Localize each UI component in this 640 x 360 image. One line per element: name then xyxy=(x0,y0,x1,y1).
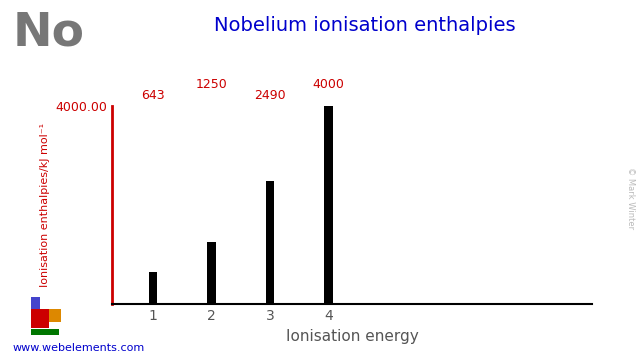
Y-axis label: Ionisation enthalpies/kJ mol⁻¹: Ionisation enthalpies/kJ mol⁻¹ xyxy=(40,123,50,287)
Text: © Mark Winter: © Mark Winter xyxy=(626,167,635,229)
Bar xyxy=(266,181,275,304)
Text: Nobelium ionisation enthalpies: Nobelium ionisation enthalpies xyxy=(214,16,516,35)
Text: www.webelements.com: www.webelements.com xyxy=(13,343,145,353)
Bar xyxy=(148,273,157,304)
Text: 4000: 4000 xyxy=(313,78,344,91)
Text: 643: 643 xyxy=(141,89,164,102)
Bar xyxy=(324,106,333,304)
Text: 1250: 1250 xyxy=(196,78,227,91)
Text: No: No xyxy=(13,11,84,56)
X-axis label: Ionisation energy: Ionisation energy xyxy=(285,329,419,343)
Text: 2490: 2490 xyxy=(254,89,286,102)
Bar xyxy=(207,242,216,304)
